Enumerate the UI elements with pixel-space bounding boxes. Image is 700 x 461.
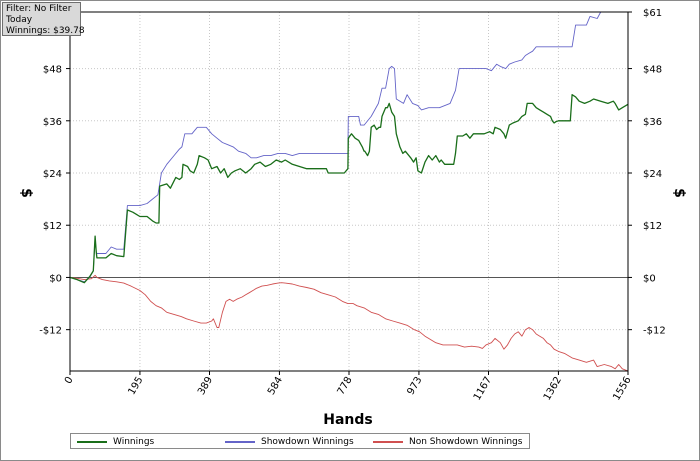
x-tick-label: 778 [336,375,355,397]
legend-label: Non Showdown Winnings [409,437,523,447]
x-tick-label: 1167 [472,375,494,403]
x-axis-title: Hands [323,412,373,428]
grid [69,12,629,371]
y-tick-label-right: $0 [643,273,656,284]
y-tick-label-right: $48 [643,65,662,76]
legend: Winnings Showdown Winnings Non Showdown … [70,433,530,449]
y-tick-label-left: $12 [43,221,62,232]
series-line-winnings [69,94,629,284]
y-tick-label-left: $24 [43,169,62,180]
legend-label: Winnings [113,437,155,447]
y-tick-label-right: -$12 [643,326,666,337]
y-tick-label-left: $36 [43,117,62,128]
y-tick-label-left: $48 [43,65,62,76]
y-tick-label-right: $24 [643,169,662,180]
x-tick-label: 1362 [542,375,564,403]
legend-label: Showdown Winnings [261,437,354,447]
period-label: Today [6,15,33,25]
legend-swatch [225,441,255,443]
x-tick-label: 584 [266,375,285,397]
legend-item-winnings: Winnings [77,436,154,448]
x-tick-label: 389 [196,375,215,397]
x-tick-label: 0 [63,375,76,386]
y-axis-title-left: $ [18,188,34,198]
series-layer [69,11,629,372]
filter-label: Filter: No Filter [6,4,72,14]
y-tick-label-right: $36 [643,117,662,128]
legend-swatch [373,441,403,443]
y-tick-label-left: -$12 [39,326,62,337]
legend-swatch [77,441,107,443]
legend-item-showdown: Showdown Winnings [225,436,354,448]
x-tick-label: 195 [126,375,145,397]
winnings-label: Winnings: $39.78 [6,26,85,36]
y-axis-title-right: $ [671,188,687,198]
y-tick-label-right: $61 [643,8,662,19]
x-tick-label: 1556 [611,375,633,403]
filter-info-box: Filter: No Filter Today Winnings: $39.78 [2,2,85,36]
legend-item-non-showdown: Non Showdown Winnings [373,436,522,448]
y-tick-label-right: $12 [643,221,662,232]
y-tick-label-left: $0 [49,273,62,284]
x-tick-label: 973 [405,375,424,397]
series-line-showdown-winnings [69,11,628,283]
plot-border [69,11,629,372]
series-line-non-showdown-winnings [69,274,629,372]
